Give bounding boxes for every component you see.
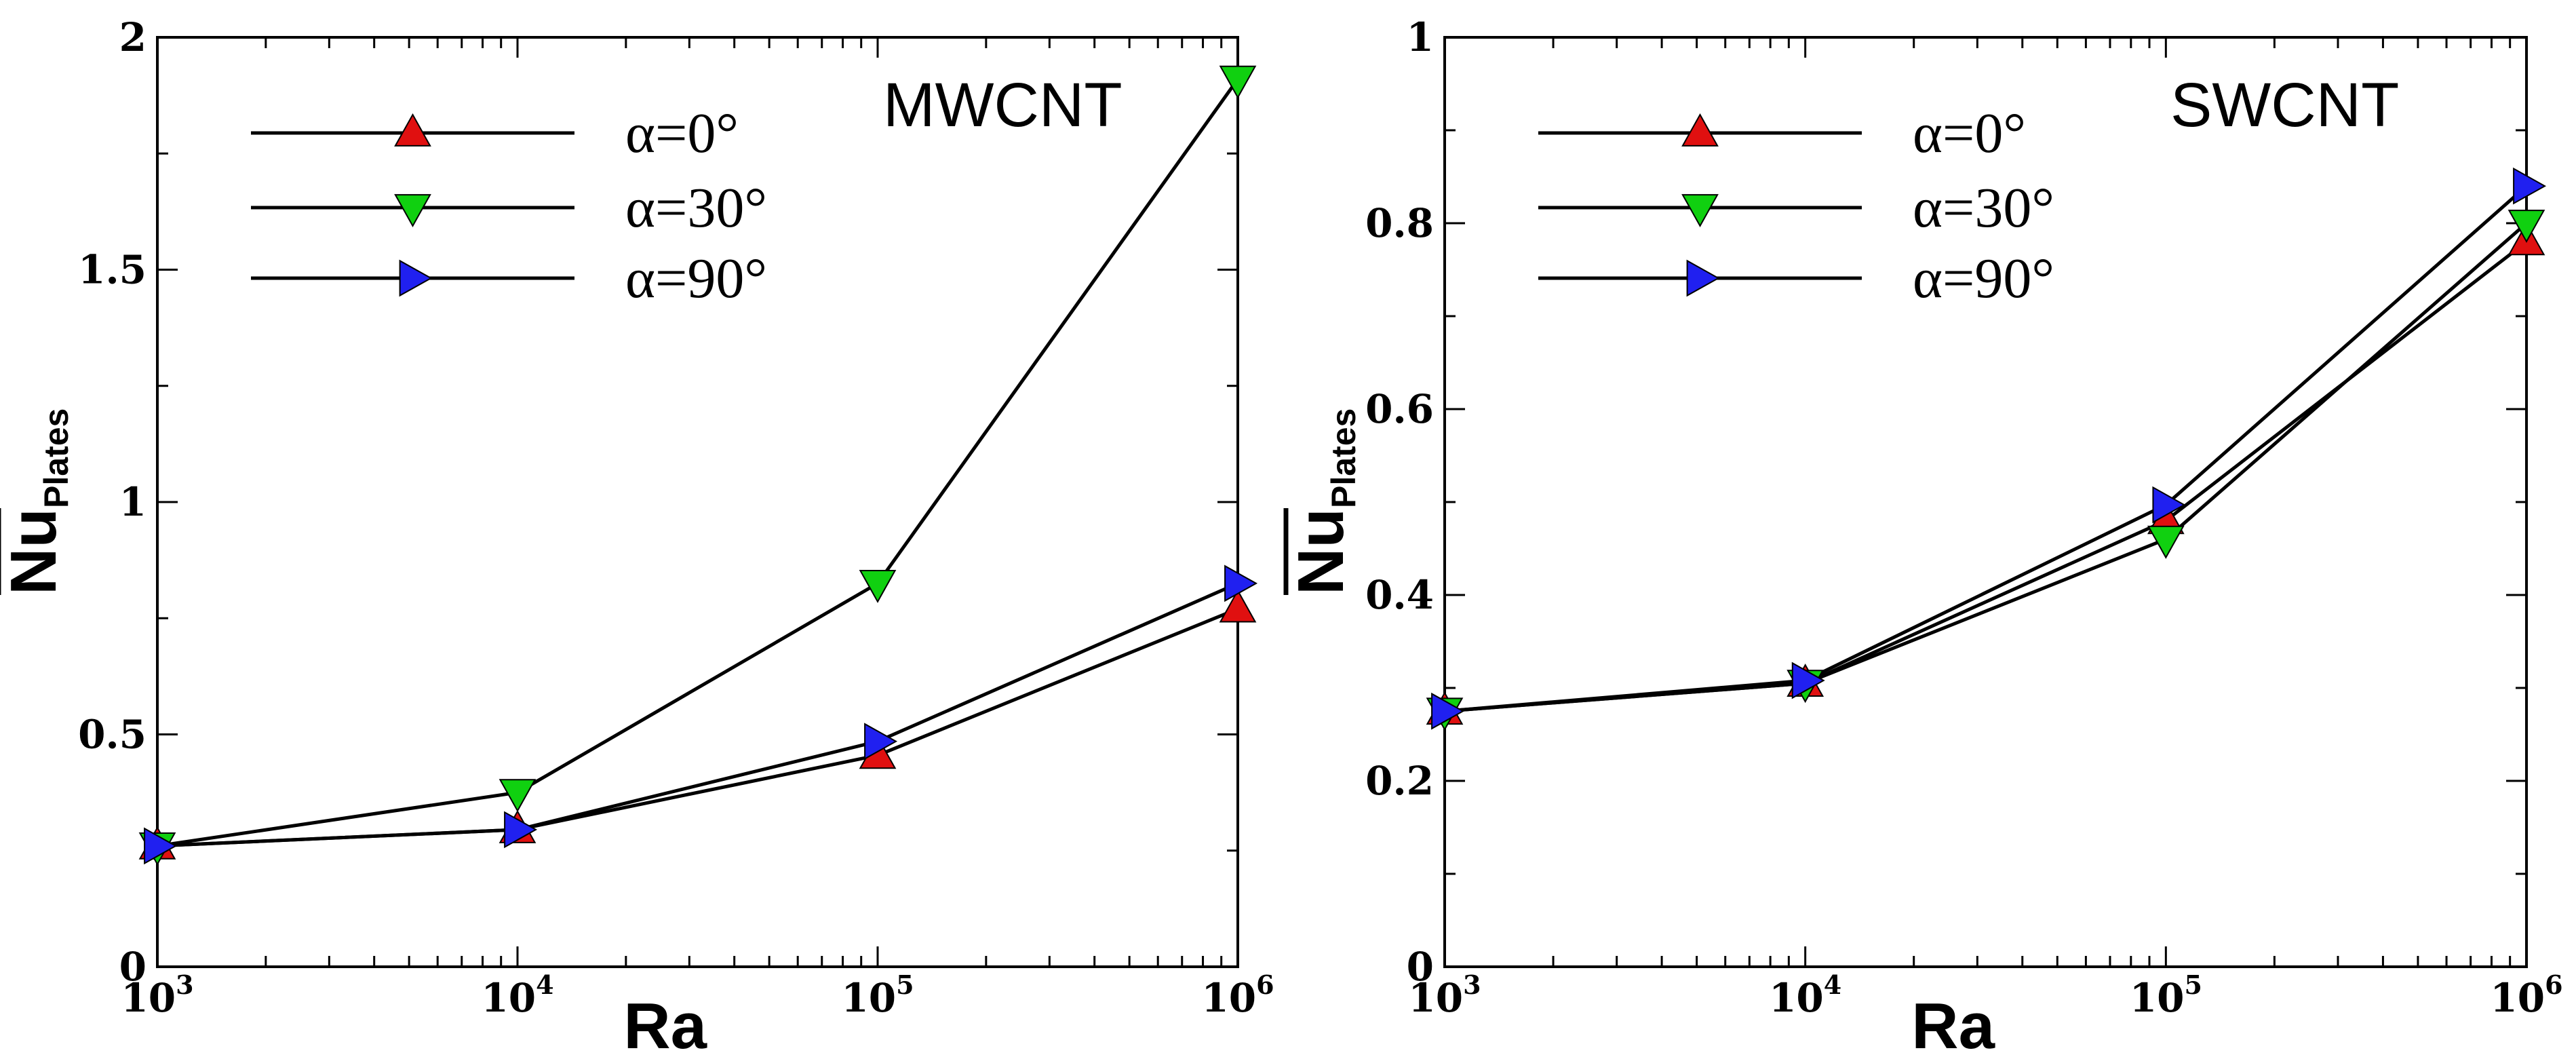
x-tick-label: 105 [2130,969,2202,1021]
x-tick-base: 10 [481,975,536,1021]
chart-panel-1: 103 104 105 10600.511.52RaNuPlatesα=0°α=30°… [0,14,1274,1057]
legend-label-3: α=90° [625,247,767,310]
x-tick-base: 10 [2130,975,2185,1021]
chart-title: SWCNT [2170,71,2399,140]
y-axis-label-main: Nu [0,508,70,595]
y-axis-label-main: Nu [1285,508,1357,595]
x-tick-label: 104 [481,969,553,1021]
x-tick-label: 106 [1201,969,1274,1021]
x-tick-exponent: 6 [1256,969,1274,1000]
legend: α=0° α=30° α=90° [251,102,767,310]
y-tick-label: 0.8 [1365,200,1434,246]
legend-label-3: α=90° [1913,247,2054,310]
x-tick-exponent: 5 [896,969,914,1000]
x-tick-label: 103 [1408,969,1481,1021]
x-tick-label: 105 [841,969,914,1021]
data-point-series-2 [499,779,536,813]
data-point-series-3 [1431,692,1465,730]
x-tick-exponent: 6 [2545,969,2562,1000]
legend-label-2: α=30° [1913,176,2054,239]
legend-marker-3 [399,259,433,297]
series-line-1 [157,607,1238,848]
data-point-series-2 [1219,65,1257,99]
legend-label-1: α=0° [1913,102,2026,165]
series-line-2 [157,78,1240,848]
x-tick-exponent: 5 [2184,969,2202,1000]
y-tick-label: 1 [1407,14,1434,60]
y-tick-label: 0.6 [1365,386,1434,432]
y-tick-label: 2 [119,14,147,60]
y-tick-label: 0 [1407,944,1434,990]
legend-marker-3 [1686,259,1720,297]
data-point-series-3 [1224,564,1258,602]
x-tick-label: 104 [1769,969,1841,1021]
x-tick-exponent: 3 [1463,969,1481,1000]
legend-marker-2 [394,194,431,228]
legend: α=0° α=30° α=90° [1538,102,2054,310]
series-line-1 [1444,240,2528,713]
x-tick-exponent: 4 [1824,969,1841,1000]
y-tick-label: 0.2 [1365,758,1434,804]
y-tick-label: 1 [119,479,147,525]
x-tick-base: 10 [2490,975,2545,1021]
series-line-3 [157,581,1239,848]
legend-marker-1 [1681,113,1719,147]
legend-marker-1 [394,113,431,147]
x-axis-label: Ra [623,990,707,1057]
y-tick-label: 0.4 [1365,572,1434,618]
y-tick-label: 0.5 [78,712,147,758]
x-tick-base: 10 [1201,975,1256,1021]
x-tick-base: 10 [1769,975,1824,1021]
legend-marker-2 [1681,194,1719,228]
chart-title: MWCNT [883,71,1123,140]
data-point-series-2 [2147,525,2185,559]
series-line-3 [1444,185,2528,713]
data-point-series-3 [1791,661,1825,699]
data-point-series-3 [144,827,178,865]
x-tick-base: 10 [121,975,176,1021]
x-tick-label: 106 [2490,969,2562,1021]
data-point-series-1 [1219,589,1257,623]
x-tick-base: 10 [1408,975,1463,1021]
x-tick-exponent: 4 [536,969,553,1000]
y-axis-label-subscript: Plates [1325,408,1363,508]
chart-panel-2: 103 104 105 10600.20.40.60.81RaNuPlatesα=0°… [1283,14,2563,1057]
data-point-series-3 [504,811,538,849]
data-point-series-2 [2507,210,2545,244]
y-tick-label: 0 [119,944,147,990]
y-axis-label-subscript: Plates [37,408,75,508]
x-tick-exponent: 3 [176,969,193,1000]
x-tick-label: 103 [121,969,193,1021]
x-tick-base: 10 [841,975,896,1021]
data-point-series-3 [2152,486,2186,524]
x-axis-label: Ra [1911,990,1995,1057]
data-point-series-3 [864,723,898,761]
y-tick-label: 1.5 [78,247,147,293]
legend-label-2: α=30° [625,176,767,239]
legend-label-1: α=0° [625,102,739,165]
data-point-series-3 [2513,167,2547,205]
data-point-series-2 [859,569,897,603]
